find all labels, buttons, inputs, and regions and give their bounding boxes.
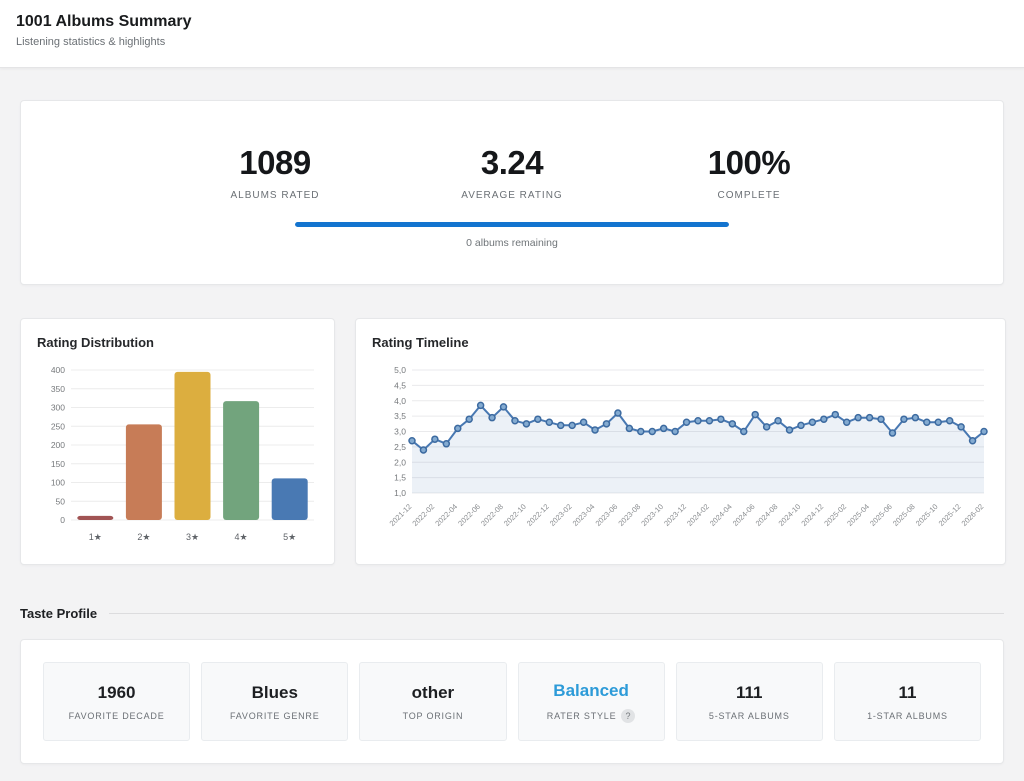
svg-text:2022-06: 2022-06 [456,502,482,528]
svg-text:2025-06: 2025-06 [868,502,894,528]
one-star-albums-label: 1-STAR ALBUMS [867,710,948,721]
svg-text:2★: 2★ [137,532,150,542]
svg-text:2022-04: 2022-04 [433,502,459,528]
albums-rated-value: 1089 [239,144,311,181]
favorite-decade-value: 1960 [97,682,136,702]
one-star-albums-value: 11 [898,682,917,702]
favorite-decade-label: FAVORITE DECADE [68,710,165,721]
taste-profile-section-head: Taste Profile [20,606,1004,621]
stat-complete: 100% COMPLETE [631,144,868,201]
svg-text:2024-12: 2024-12 [799,502,825,528]
svg-text:1★: 1★ [89,532,102,542]
stats-row: 1089 ALBUMS RATED 3.24 AVERAGE RATING 10… [21,144,1003,201]
top-origin-label: TOP ORIGIN [402,710,464,721]
taste-card-top-origin: other TOP ORIGIN [359,662,507,741]
taste-profile-title: Taste Profile [20,606,98,621]
svg-text:2,0: 2,0 [394,457,406,467]
top-origin-value: other [411,682,455,702]
charts-row: Rating Distribution 0 50 100 150 200 250 300 35… [20,318,1006,565]
svg-text:2024-08: 2024-08 [754,502,780,528]
five-star-albums-label: 5-STAR ALBUMS [708,710,790,721]
svg-text:2,5: 2,5 [394,442,406,452]
svg-text:150: 150 [51,459,65,469]
svg-text:2023-10: 2023-10 [639,502,665,528]
taste-card-favorite-genre: Blues FAVORITE GENRE [201,662,349,741]
svg-text:2022-10: 2022-10 [502,502,528,528]
rating-timeline-chart: 1,01,52,02,53,03,54,04,55,02021-122022-0… [388,365,988,528]
svg-text:4,5: 4,5 [394,380,406,390]
svg-text:2023-06: 2023-06 [594,502,620,528]
albums-rated-label: ALBUMS RATED [230,189,320,201]
svg-text:2022-02: 2022-02 [410,502,436,528]
svg-text:4★: 4★ [235,532,248,542]
svg-text:2025-10: 2025-10 [914,502,940,528]
svg-text:2024-02: 2024-02 [685,502,711,528]
progress-caption: 0 albums remaining [466,236,558,249]
complete-value: 100% [707,144,791,181]
svg-text:4,0: 4,0 [394,396,406,406]
svg-text:5★: 5★ [283,532,296,542]
summary-card: 1089 ALBUMS RATED 3.24 AVERAGE RATING 10… [20,100,1004,285]
svg-text:300: 300 [51,403,65,413]
svg-text:2023-08: 2023-08 [616,502,642,528]
svg-text:2024-10: 2024-10 [777,502,803,528]
svg-text:50: 50 [56,496,66,506]
taste-card-5-star-albums: 111 5-STAR ALBUMS [675,662,823,741]
svg-text:100: 100 [51,478,65,488]
average-rating-value: 3.24 [480,144,544,181]
svg-text:200: 200 [51,440,65,450]
svg-text:250: 250 [51,421,65,431]
svg-text:400: 400 [51,365,65,375]
rating-distribution-card: Rating Distribution 0 50 100 150 200 250 300 35… [20,318,335,565]
svg-text:2025-02: 2025-02 [822,502,848,528]
rating-distribution-title: Rating Distribution [37,335,154,350]
svg-text:1,0: 1,0 [394,488,406,498]
rating-timeline-card: Rating Timeline 1,0 1,5 2,0 2,5 3,0 3,5 4,0 4,5… [355,318,1006,565]
stat-average-rating: 3.24 AVERAGE RATING [394,144,631,201]
svg-text:3,0: 3,0 [394,427,406,437]
svg-text:2022-08: 2022-08 [479,502,505,528]
rater-style-value: Balanced [553,680,629,700]
complete-label: COMPLETE [717,189,781,201]
app-header: 1001 Albums Summary Listening statistics… [0,0,1024,68]
taste-card-1-star-albums: 11 1-STAR ALBUMS [833,662,982,741]
svg-text:2026-02: 2026-02 [960,502,986,528]
svg-text:2024-06: 2024-06 [731,502,757,528]
svg-text:2025-08: 2025-08 [891,502,917,528]
page-title: 1001 Albums Summary [16,13,192,30]
main-content: 1089 ALBUMS RATED 3.24 AVERAGE RATING 10… [0,100,1024,764]
svg-text:3,5: 3,5 [394,411,406,421]
stat-albums-rated: 1089 ALBUMS RATED [157,144,394,201]
favorite-genre-label: FAVORITE GENRE [229,710,320,721]
taste-card-rater-style: Balanced RATER STYLE ? [517,662,665,741]
svg-text:2024-04: 2024-04 [708,502,734,528]
svg-text:2025-12: 2025-12 [937,502,963,528]
page-subtitle: Listening statistics & highlights [16,36,166,48]
favorite-genre-value: Blues [251,682,298,702]
progress-track [295,221,729,227]
svg-text:5,0: 5,0 [394,365,406,375]
svg-text:2022-12: 2022-12 [525,502,551,528]
svg-text:2023-02: 2023-02 [548,502,574,528]
progress-fill [295,221,729,227]
section-divider [109,613,1004,614]
rater-style-label-text: RATER STYLE [546,710,617,721]
svg-text:0: 0 [60,515,65,525]
rating-distribution-chart: 0 50 100 150 200 250 300 350 400 1★ 2★ 3★ 4★ 5★ [51,365,314,542]
svg-text:3★: 3★ [186,532,199,542]
svg-text:2023-12: 2023-12 [662,502,688,528]
svg-text:2025-04: 2025-04 [845,502,871,528]
rater-style-label: RATER STYLE ? [546,708,636,723]
five-star-albums-value: 111 [736,682,763,702]
rating-timeline-title: Rating Timeline [372,335,469,350]
svg-text:1,5: 1,5 [394,473,406,483]
svg-text:2023-04: 2023-04 [571,502,597,528]
average-rating-label: AVERAGE RATING [461,189,563,201]
svg-text:2021-12: 2021-12 [388,502,414,528]
taste-profile-card: 1960 FAVORITE DECADE Blues FAVORITE GENR… [20,639,1004,764]
rater-style-help-icon[interactable]: ? [621,708,636,723]
taste-card-favorite-decade: 1960 FAVORITE DECADE [43,662,191,741]
svg-text:350: 350 [51,384,65,394]
